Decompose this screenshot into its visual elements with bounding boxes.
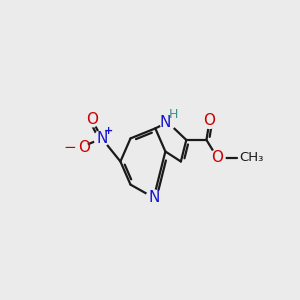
Ellipse shape <box>160 115 176 130</box>
Ellipse shape <box>210 150 225 165</box>
Text: O: O <box>204 113 216 128</box>
Text: N: N <box>148 190 159 205</box>
Ellipse shape <box>146 190 161 206</box>
Text: −: − <box>64 140 76 155</box>
Text: N: N <box>96 131 107 146</box>
Text: H: H <box>168 108 178 121</box>
Text: O: O <box>211 150 223 165</box>
Text: N: N <box>160 115 171 130</box>
Text: O: O <box>78 140 90 155</box>
Ellipse shape <box>84 112 100 127</box>
Ellipse shape <box>94 131 110 146</box>
Ellipse shape <box>202 113 217 128</box>
Text: CH₃: CH₃ <box>239 151 263 164</box>
Ellipse shape <box>72 140 88 155</box>
Text: +: + <box>104 127 113 136</box>
Text: O: O <box>86 112 98 127</box>
